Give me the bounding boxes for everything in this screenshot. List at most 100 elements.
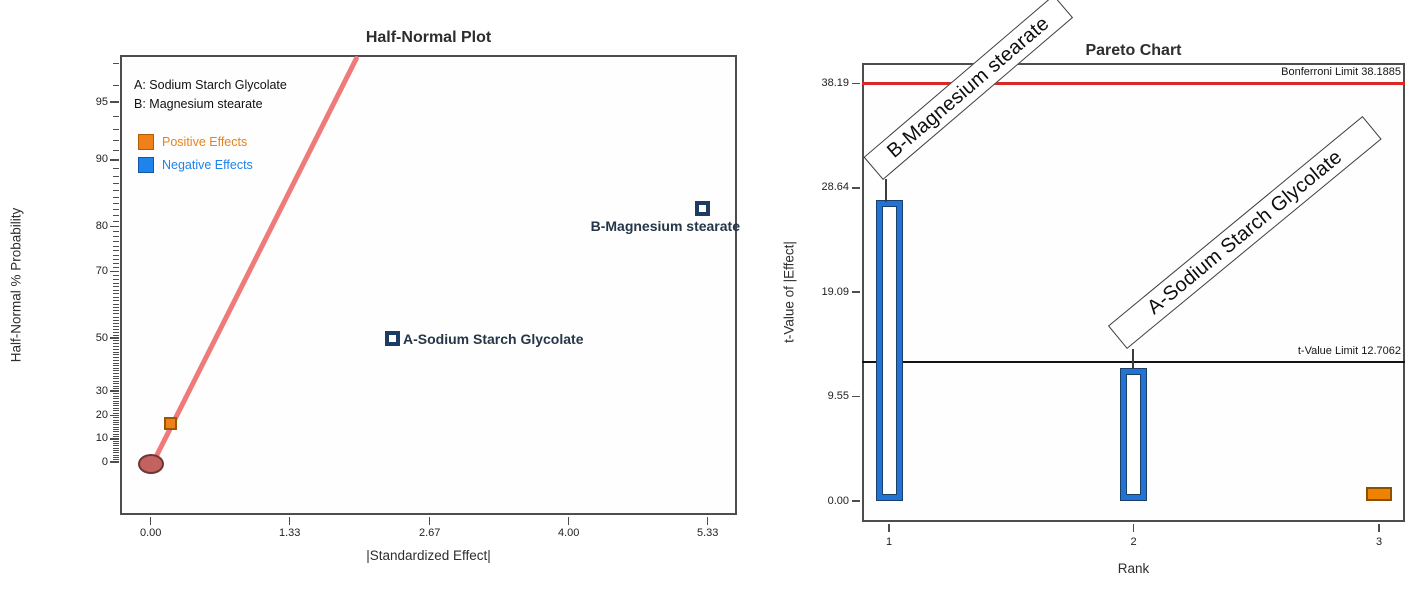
hn-y-minor-tick <box>113 424 119 426</box>
hn-y-minor-tick <box>113 286 119 288</box>
pareto-bar-positive <box>1366 486 1392 501</box>
hn-y-minor-tick <box>113 370 119 372</box>
t-value-limit-label: t-Value Limit 12.7062 <box>1297 345 1401 357</box>
hn-y-minor-tick <box>113 351 119 353</box>
hn-y-minor-tick <box>113 325 119 327</box>
pareto-x-tick-label: 3 <box>1375 536 1383 548</box>
hn-y-minor-tick <box>113 357 119 359</box>
hn-x-tick-label: 1.33 <box>278 527 301 539</box>
hn-y-minor-tick <box>113 443 119 445</box>
hn-y-minor-tick <box>113 405 119 407</box>
factor-list-item-a: A: Sodium Starch Glycolate <box>134 78 287 92</box>
half-normal-plot-area <box>120 55 737 515</box>
hn-y-major-tick <box>110 414 119 417</box>
pareto-y-tick-label: 28.64 <box>821 181 849 194</box>
hn-y-minor-tick <box>113 116 119 118</box>
hn-y-minor-tick <box>113 454 119 456</box>
hn-y-tick-label: 80 <box>95 220 108 233</box>
hn-y-minor-tick <box>113 63 119 65</box>
effect-point-negative <box>384 330 400 346</box>
hn-y-minor-tick <box>113 215 119 217</box>
negative-effects-swatch-icon <box>138 157 154 173</box>
pareto-x-tick-label: 1 <box>885 536 893 548</box>
effect-point-positive <box>164 416 178 430</box>
hn-y-minor-tick <box>113 128 119 130</box>
pareto-y-tick-label: 19.09 <box>821 285 849 298</box>
hn-y-minor-tick <box>113 433 119 435</box>
hn-x-tick-label: 4.00 <box>557 527 580 539</box>
pareto-y-tick <box>852 500 860 502</box>
hn-y-minor-tick <box>113 375 119 377</box>
bonferroni-limit-label: Bonferroni Limit 38.1885 <box>1281 66 1401 78</box>
hn-y-minor-tick <box>113 231 119 233</box>
hn-y-minor-tick <box>113 359 119 361</box>
hn-x-tick <box>149 517 152 525</box>
factor-list-item-b: B: Magnesium stearate <box>134 97 263 111</box>
hn-y-minor-tick <box>113 410 119 412</box>
hn-y-minor-tick <box>113 354 119 356</box>
hn-y-minor-tick <box>113 393 119 395</box>
hn-y-minor-tick <box>113 340 119 342</box>
effect-point-negative <box>694 200 710 216</box>
hn-y-minor-tick <box>113 183 119 185</box>
hn-y-major-tick <box>110 101 119 103</box>
hn-y-minor-tick <box>113 267 119 269</box>
hn-y-minor-tick <box>113 400 119 402</box>
hn-y-minor-tick <box>113 456 119 458</box>
hn-y-minor-tick <box>113 293 119 295</box>
half-normal-plot-title: Half-Normal Plot <box>365 29 492 46</box>
hn-x-tick <box>288 517 291 525</box>
positive-effects-legend-label: Positive Effects <box>162 135 248 149</box>
zero-effect-point <box>138 454 164 474</box>
hn-y-minor-tick <box>113 140 119 142</box>
pareto-y-tick <box>852 395 860 398</box>
hn-x-tick-label: 5.33 <box>696 527 719 539</box>
hn-y-major-tick <box>110 159 119 161</box>
pareto-y-tick <box>852 291 860 293</box>
hn-y-tick-label: 90 <box>95 153 108 166</box>
hn-y-minor-tick <box>113 452 119 454</box>
hn-y-minor-tick <box>113 429 119 431</box>
hn-y-minor-tick <box>113 365 119 367</box>
pareto-y-tick <box>852 82 860 85</box>
hn-y-minor-tick <box>113 150 119 152</box>
hn-y-tick-label: 10 <box>95 432 108 445</box>
t-value-limit-line <box>862 360 1405 364</box>
hn-y-minor-tick <box>113 436 119 438</box>
hn-y-major-tick <box>110 270 119 273</box>
positive-effects-swatch-icon <box>138 134 154 150</box>
pareto-bar-negative <box>875 200 903 501</box>
hn-y-tick-label: 30 <box>95 384 108 397</box>
hn-y-minor-tick <box>113 367 119 369</box>
bonferroni-limit-line <box>862 82 1405 85</box>
hn-y-minor-tick <box>113 322 119 324</box>
hn-y-minor-tick <box>113 209 119 211</box>
pareto-y-axis-label: t-Value of |Effect| <box>781 241 797 343</box>
pareto-x-tick <box>888 524 890 532</box>
hn-y-minor-tick <box>113 167 119 169</box>
hn-y-minor-tick <box>113 346 119 348</box>
hn-y-minor-tick <box>113 383 119 385</box>
hn-y-major-tick <box>110 438 119 440</box>
hn-y-minor-tick <box>113 303 119 305</box>
hn-y-minor-tick <box>113 385 119 387</box>
pareto-x-tick <box>1132 524 1135 532</box>
bar2-leader-line <box>1132 349 1134 369</box>
hn-y-minor-tick <box>113 348 119 350</box>
hn-y-minor-tick <box>113 203 119 205</box>
hn-y-minor-tick <box>113 258 119 260</box>
hn-y-minor-tick <box>113 254 119 256</box>
bar1-leader-line <box>885 179 887 202</box>
hn-y-minor-tick <box>113 422 119 424</box>
hn-y-minor-tick <box>113 426 119 428</box>
hn-y-minor-tick <box>113 459 119 461</box>
pareto-y-tick <box>852 187 860 189</box>
half-normal-y-axis-label: Half-Normal % Probability <box>8 207 24 363</box>
hn-y-minor-tick <box>113 431 119 433</box>
hn-y-minor-tick <box>113 84 119 86</box>
hn-y-tick-label: 20 <box>95 408 108 421</box>
hn-y-minor-tick <box>113 275 119 276</box>
hn-y-minor-tick <box>113 378 119 380</box>
hn-y-minor-tick <box>113 250 119 252</box>
